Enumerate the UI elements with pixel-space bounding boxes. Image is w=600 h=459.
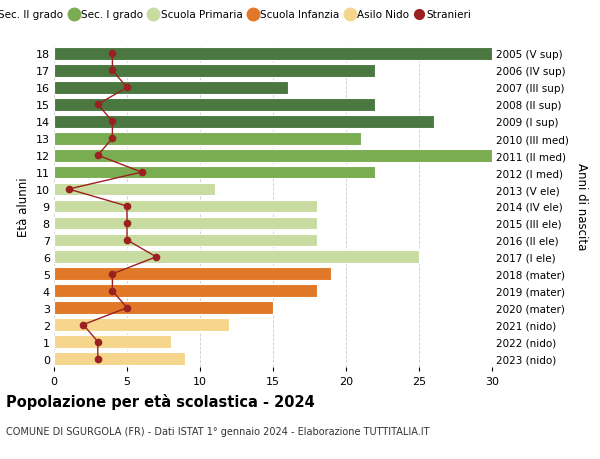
Bar: [54, 200, 317, 213]
Legend: Sec. II grado, Sec. I grado, Scuola Primaria, Scuola Infanzia, Asilo Nido, Stran: Sec. II grado, Sec. I grado, Scuola Prim…: [0, 6, 476, 24]
Bar: [54, 268, 331, 280]
Bar: [54, 48, 492, 61]
Y-axis label: Età alunni: Età alunni: [17, 177, 30, 236]
Bar: [54, 251, 419, 263]
Bar: [54, 82, 287, 95]
Bar: [54, 217, 317, 230]
Bar: [54, 353, 185, 365]
Bar: [54, 150, 492, 162]
Bar: [54, 166, 375, 179]
Text: Popolazione per età scolastica - 2024: Popolazione per età scolastica - 2024: [6, 393, 315, 409]
Bar: [54, 65, 375, 78]
Bar: [54, 234, 317, 246]
Bar: [54, 336, 171, 348]
Bar: [54, 99, 375, 112]
Bar: [54, 285, 317, 297]
Bar: [54, 319, 229, 331]
Bar: [54, 133, 361, 145]
Bar: [54, 302, 273, 314]
Text: COMUNE DI SGURGOLA (FR) - Dati ISTAT 1° gennaio 2024 - Elaborazione TUTTITALIA.I: COMUNE DI SGURGOLA (FR) - Dati ISTAT 1° …: [6, 426, 430, 436]
Y-axis label: Anni di nascita: Anni di nascita: [575, 163, 589, 250]
Bar: [54, 183, 215, 196]
Bar: [54, 116, 434, 129]
